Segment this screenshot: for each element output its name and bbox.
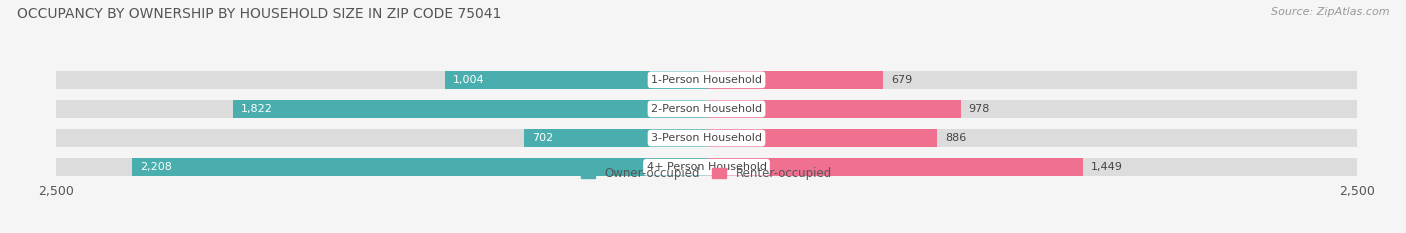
Text: 1,449: 1,449 [1091, 162, 1123, 172]
Bar [446, 71, 707, 89]
Bar [56, 71, 707, 89]
Bar [56, 129, 707, 147]
Bar [707, 100, 960, 118]
Text: 978: 978 [969, 104, 990, 114]
Text: 2,208: 2,208 [141, 162, 172, 172]
Text: 1-Person Household: 1-Person Household [651, 75, 762, 85]
Text: 3-Person Household: 3-Person Household [651, 133, 762, 143]
Bar [132, 158, 707, 176]
Bar [707, 71, 883, 89]
Bar [707, 129, 1357, 147]
Bar [707, 71, 1357, 89]
Text: 679: 679 [891, 75, 912, 85]
Bar [707, 129, 936, 147]
Text: 2-Person Household: 2-Person Household [651, 104, 762, 114]
Bar [707, 158, 1357, 176]
Text: 1,004: 1,004 [453, 75, 485, 85]
Bar [56, 100, 707, 118]
Text: 4+ Person Household: 4+ Person Household [647, 162, 766, 172]
Legend: Owner-occupied, Renter-occupied: Owner-occupied, Renter-occupied [576, 163, 837, 185]
Text: 886: 886 [945, 133, 966, 143]
Text: OCCUPANCY BY OWNERSHIP BY HOUSEHOLD SIZE IN ZIP CODE 75041: OCCUPANCY BY OWNERSHIP BY HOUSEHOLD SIZE… [17, 7, 502, 21]
Text: Source: ZipAtlas.com: Source: ZipAtlas.com [1271, 7, 1389, 17]
Text: 702: 702 [531, 133, 553, 143]
Bar [707, 158, 1084, 176]
Bar [56, 158, 707, 176]
Bar [524, 129, 707, 147]
Bar [707, 100, 1357, 118]
Text: 1,822: 1,822 [240, 104, 273, 114]
Bar [232, 100, 707, 118]
